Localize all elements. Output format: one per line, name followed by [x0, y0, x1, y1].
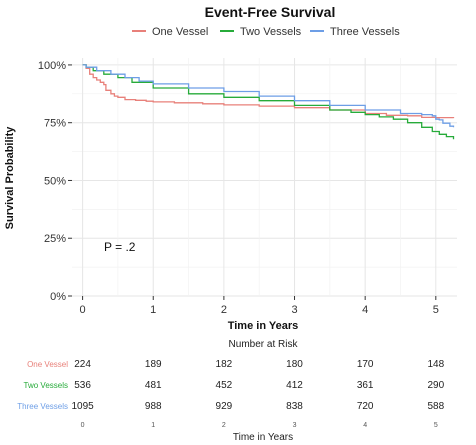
x-tick-label: 1: [150, 304, 156, 316]
plot-background: [72, 58, 457, 296]
y-tick-label: 0%: [50, 291, 66, 303]
risk-x-tick-label: 1: [151, 422, 155, 429]
risk-row-label: One Vessel: [27, 360, 68, 369]
series-layer: [82, 64, 455, 140]
legend-label: Two Vessels: [240, 26, 302, 38]
risk-cell: 224: [74, 359, 91, 370]
x-axis-ticks: 0 1 2 3 4 5: [80, 296, 439, 316]
x-tick-label: 5: [433, 304, 439, 316]
risk-cell: 290: [427, 380, 444, 391]
risk-cell: 929: [216, 401, 233, 412]
risk-table-title: Number at Risk: [229, 339, 299, 350]
chart-title: Event-Free Survival: [205, 4, 336, 20]
risk-table-x-label: Time in Years: [233, 432, 293, 443]
risk-cell: 536: [74, 380, 91, 391]
y-axis-ticks: 0% 25% 50% 75% 100%: [38, 60, 72, 303]
legend-item-three-vessels: Three Vessels: [310, 26, 400, 38]
risk-cell: 588: [427, 401, 444, 412]
x-axis-label: Time in Years: [228, 320, 299, 332]
plot-area: [72, 58, 457, 297]
risk-cell: 361: [357, 380, 374, 391]
risk-x-tick-label: 3: [293, 422, 297, 429]
risk-cell: 412: [286, 380, 303, 391]
risk-table: One Vessel 224 189 182 180 170 148 Two Vessels 5…: [17, 359, 444, 412]
risk-row-label: Two Vessels: [24, 381, 68, 390]
risk-x-tick-label: 5: [434, 422, 438, 429]
risk-row-one-vessel: One Vessel 224 189 182 180 170 148: [27, 359, 445, 370]
y-axis-label: Survival Probability: [4, 126, 16, 230]
legend-label: Three Vessels: [330, 26, 400, 38]
risk-cell: 189: [145, 359, 162, 370]
annotation-p-value: P = .2: [104, 240, 136, 254]
y-tick-label: 50%: [44, 175, 66, 187]
risk-x-tick-label: 0: [81, 422, 85, 429]
legend-label: One Vessel: [152, 26, 208, 38]
risk-cell: 170: [357, 359, 374, 370]
y-tick-label: 75%: [44, 118, 66, 130]
x-tick-label: 0: [80, 304, 86, 316]
risk-row-three-vessels: Three Vessels 1095 988 929 838 720 588: [17, 401, 444, 412]
risk-cell: 838: [286, 401, 303, 412]
risk-row-label: Three Vessels: [17, 402, 68, 411]
x-tick-label: 3: [291, 304, 297, 316]
risk-cell: 481: [145, 380, 162, 391]
x-tick-label: 2: [221, 304, 227, 316]
risk-cell: 452: [216, 380, 233, 391]
risk-x-tick-label: 4: [363, 422, 367, 429]
risk-x-tick-label: 2: [222, 422, 226, 429]
legend: One Vessel Two Vessels Three Vessels: [132, 26, 400, 38]
risk-cell: 988: [145, 401, 162, 412]
risk-cell: 148: [427, 359, 444, 370]
series-line-one-vessel: [82, 64, 455, 119]
x-tick-label: 4: [362, 304, 368, 316]
y-tick-label: 100%: [38, 60, 66, 72]
risk-row-two-vessels: Two Vessels 536 481 452 412 361 290: [24, 380, 445, 391]
y-tick-label: 25%: [44, 233, 66, 245]
legend-item-one-vessel: One Vessel: [132, 26, 208, 38]
legend-item-two-vessels: Two Vessels: [220, 26, 302, 38]
risk-table-x-ticks: 0 1 2 3 4 5: [81, 422, 438, 429]
risk-cell: 720: [357, 401, 374, 412]
risk-cell: 182: [216, 359, 233, 370]
series-line-three-vessels: [82, 64, 455, 128]
risk-cell: 180: [286, 359, 303, 370]
risk-cell: 1095: [71, 401, 94, 412]
